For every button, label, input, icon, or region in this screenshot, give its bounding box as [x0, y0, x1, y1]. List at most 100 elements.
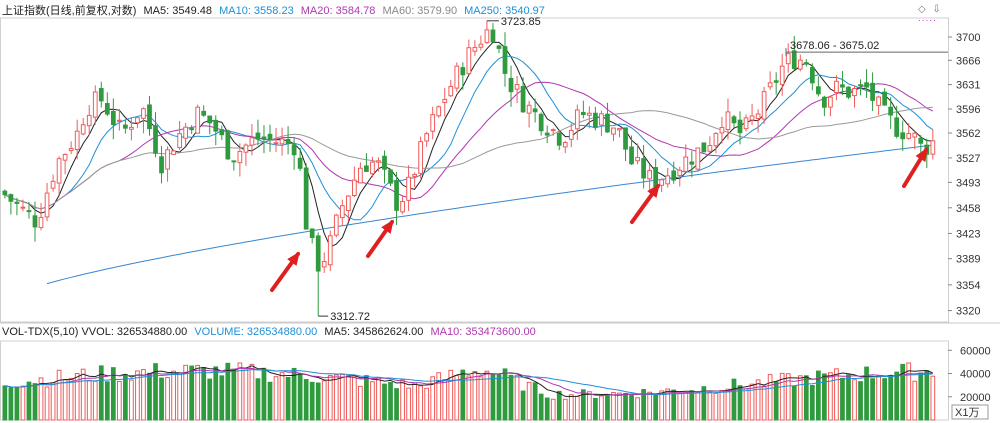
volume-bar-down	[593, 397, 598, 421]
candle	[442, 88, 448, 117]
volume-bar-up	[171, 370, 176, 421]
candle-body-down	[309, 228, 315, 239]
volume-bar-up	[834, 368, 839, 421]
candle	[86, 105, 92, 136]
volume-bar-up	[568, 394, 574, 421]
candle-body-down	[123, 124, 128, 129]
candle	[345, 195, 351, 222]
candle-body-down	[544, 132, 550, 136]
candle	[364, 153, 369, 172]
candle	[611, 127, 616, 141]
candle-body-up	[665, 175, 671, 185]
volume-bar-down	[870, 378, 875, 421]
candle	[822, 95, 827, 117]
candle	[641, 144, 646, 189]
candle	[683, 144, 689, 173]
chart-frame	[0, 17, 1000, 421]
candle	[201, 105, 207, 117]
candle	[731, 114, 737, 128]
candle-body-down	[382, 155, 387, 170]
candle	[135, 117, 140, 129]
volume-bar-down	[496, 374, 502, 421]
candle-body-down	[261, 136, 267, 140]
candle	[297, 148, 303, 171]
volume-bar-up	[345, 375, 351, 421]
candle-body-up	[327, 235, 333, 266]
candle	[32, 201, 38, 242]
candle	[207, 115, 213, 135]
volume-bar-down	[653, 394, 659, 421]
candle-body-up	[725, 111, 731, 130]
candle-body-down	[104, 103, 110, 115]
volume-bar-up	[743, 388, 749, 421]
volume-bar-up	[44, 386, 50, 421]
volume-bar-down	[32, 383, 38, 421]
candle-body-down	[508, 77, 514, 93]
candle	[388, 168, 393, 187]
volume-bar-up	[129, 379, 134, 421]
range-annotation: 3678.06 - 3675.02	[790, 40, 879, 52]
volume-bar-up	[574, 396, 580, 421]
volume-bar-down	[924, 370, 930, 421]
candle-body-up	[484, 29, 490, 44]
volume-bar-down	[460, 369, 466, 421]
volume-bar-down	[159, 377, 164, 421]
candle	[755, 109, 761, 133]
candle	[339, 199, 345, 226]
candle	[26, 202, 32, 219]
ma250-line	[46, 144, 933, 285]
candle-body-up	[683, 156, 689, 172]
volume-bar-down	[225, 362, 231, 421]
arrow-head	[915, 147, 928, 162]
price-tick-label: 3527	[956, 153, 980, 165]
candle-body-up	[129, 126, 134, 130]
candle	[701, 142, 707, 153]
candle-body-down	[671, 170, 677, 181]
candle	[749, 103, 755, 126]
diamond-icon[interactable]: ◇	[918, 4, 926, 15]
candle-body-up	[761, 91, 767, 120]
candle-body-up	[912, 132, 918, 138]
volume-bar-up	[635, 397, 640, 421]
volume-bar-up	[562, 398, 568, 421]
candle	[165, 146, 170, 182]
candle	[116, 108, 122, 131]
candle-body-down	[864, 82, 869, 88]
volume-bar-down	[888, 375, 894, 421]
candle	[743, 114, 749, 132]
volume-bar-up	[20, 385, 26, 421]
volume-unit-label: X1万	[955, 407, 979, 419]
candle-body-up	[659, 179, 665, 186]
down-arrow-icon[interactable]: ⇩	[932, 4, 941, 15]
volume-bar-up	[424, 387, 430, 421]
candle-body-down	[846, 86, 851, 98]
candle-body-down	[882, 91, 888, 106]
candle	[617, 127, 622, 138]
volume-bar-up	[50, 382, 56, 421]
volume-bar-down	[303, 379, 309, 421]
candle	[562, 140, 568, 154]
candle-body-up	[448, 86, 454, 97]
price-tick-label: 3666	[956, 55, 980, 67]
candle-body-down	[791, 50, 797, 70]
candle-body-up	[44, 192, 50, 218]
volume-ma-lines	[4, 365, 933, 398]
candle-body-up	[243, 144, 249, 153]
candle-body-up	[466, 47, 472, 75]
volume-bar-down	[641, 389, 646, 421]
candle-body-down	[297, 157, 303, 169]
candle-body-up	[400, 201, 405, 213]
candle-body-up	[599, 113, 604, 126]
volume-bar-down	[14, 387, 20, 421]
volume-bar-down	[508, 374, 514, 421]
candle	[333, 213, 339, 238]
volume-bar-up	[177, 372, 182, 421]
candle	[394, 171, 399, 226]
volume-bar-down	[894, 371, 900, 421]
volume-bar-up	[725, 388, 731, 421]
volume-bar-up	[400, 379, 405, 421]
candle	[882, 88, 888, 106]
price-tick-label: 3700	[956, 32, 980, 44]
volume-bar-up	[484, 370, 490, 421]
volume-bar-up	[339, 373, 345, 421]
